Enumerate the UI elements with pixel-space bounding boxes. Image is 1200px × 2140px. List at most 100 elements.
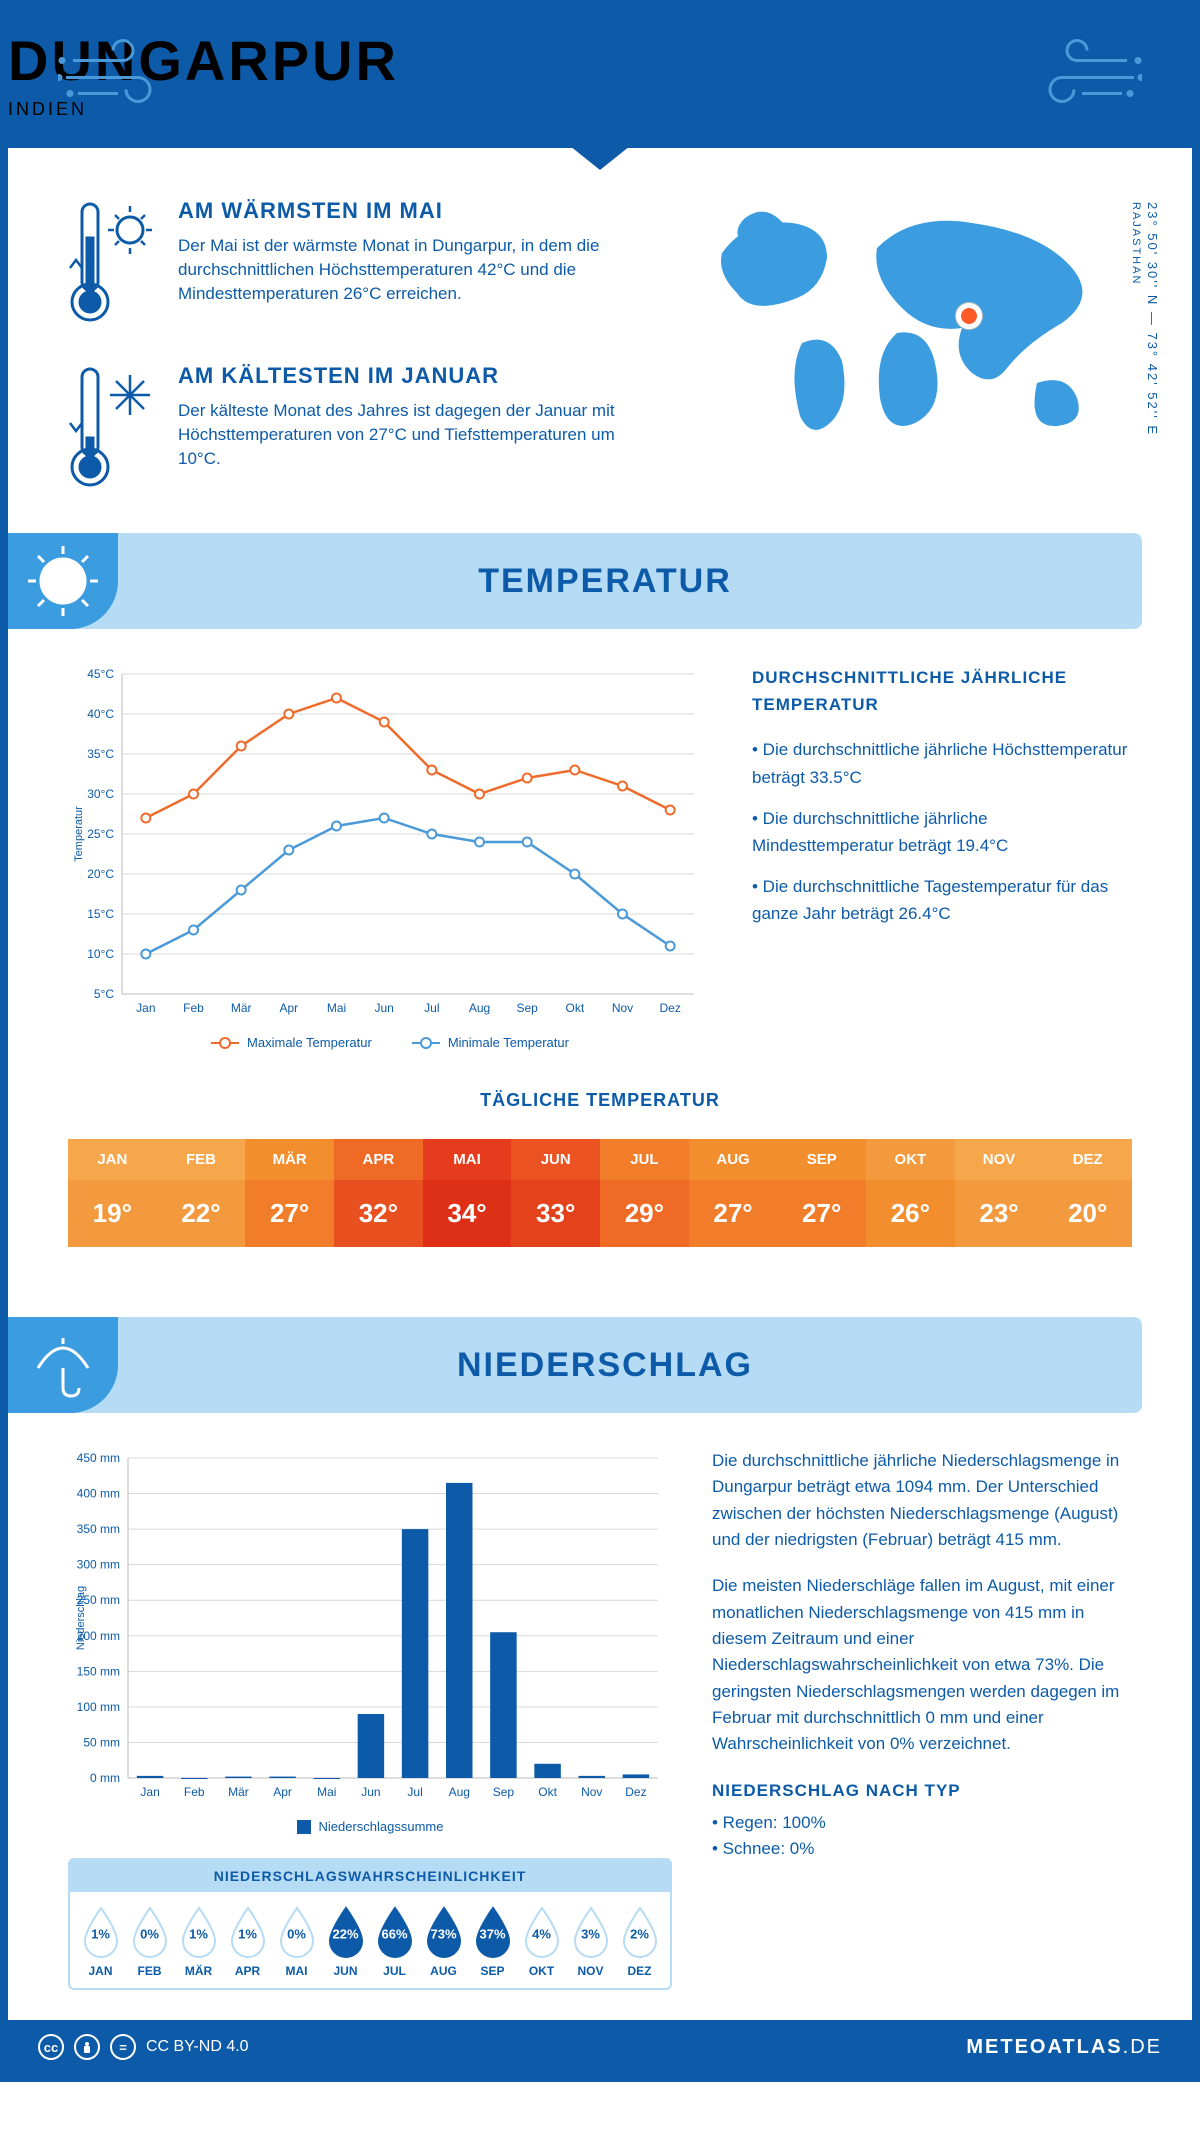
precipitation-probability-box: NIEDERSCHLAGSWAHRSCHEINLICHKEIT 1% JAN 0… <box>68 1858 672 1990</box>
svg-text:Sep: Sep <box>493 1785 515 1799</box>
temperature-chart-svg: 5°C10°C15°C20°C25°C30°C35°C40°C45°CJanFe… <box>68 664 708 1024</box>
raindrop-icon: 66% <box>374 1906 416 1958</box>
daily-temp-value: 26° <box>866 1180 955 1247</box>
daily-temp-value: 20° <box>1043 1180 1132 1247</box>
legend-min: Minimale Temperatur <box>412 1035 569 1050</box>
probability-month: NOV <box>566 1964 615 1978</box>
probability-value: 66% <box>381 1927 407 1942</box>
svg-text:45°C: 45°C <box>87 667 114 681</box>
raindrop-icon: 1% <box>80 1906 122 1958</box>
probability-value: 37% <box>479 1927 505 1942</box>
footer-brand: METEOATLAS.DE <box>966 2036 1162 2059</box>
raindrop-icon: 0% <box>129 1906 171 1958</box>
legend-min-label: Minimale Temperatur <box>448 1035 569 1050</box>
footer: cc = CC BY-ND 4.0 METEOATLAS.DE <box>8 2020 1192 2074</box>
daily-temp-value: 23° <box>955 1180 1044 1247</box>
svg-text:20°C: 20°C <box>87 867 114 881</box>
svg-text:Dez: Dez <box>659 1001 680 1015</box>
daily-temp-month: DEZ <box>1043 1139 1132 1180</box>
precip-type-rain: • Regen: 100% <box>712 1810 1132 1836</box>
raindrop-icon: 3% <box>570 1906 612 1958</box>
coordinates-label: 23° 50' 30'' N — 73° 42' 52'' E <box>1145 202 1160 436</box>
svg-text:400 mm: 400 mm <box>77 1487 120 1501</box>
daily-temp-value: 19° <box>68 1180 157 1247</box>
page-title: DUNGARPUR <box>8 28 1192 93</box>
precip-type-heading: NIEDERSCHLAG NACH TYP <box>712 1778 1132 1804</box>
temperature-notes: DURCHSCHNITTLICHE JÄHRLICHE TEMPERATUR •… <box>752 664 1132 1050</box>
header: DUNGARPUR INDIEN <box>8 8 1192 148</box>
svg-text:Nov: Nov <box>581 1785 602 1799</box>
fact-warm-text: AM WÄRMSTEN IM MAI Der Mai ist der wärms… <box>178 198 662 328</box>
svg-text:Feb: Feb <box>184 1785 205 1799</box>
daily-temp-month: SEP <box>777 1139 866 1180</box>
daily-temp-cell: NOV23° <box>955 1129 1044 1257</box>
probability-cell: 73% AUG <box>419 1906 468 1978</box>
probability-cell: 37% SEP <box>468 1906 517 1978</box>
daily-temp-cell: APR32° <box>334 1129 423 1257</box>
raindrop-icon: 1% <box>227 1906 269 1958</box>
precipitation-text: Die durchschnittliche jährliche Niedersc… <box>712 1448 1132 1990</box>
legend-swatch <box>297 1820 311 1834</box>
probability-cell: 2% DEZ <box>615 1906 664 1978</box>
raindrop-icon: 0% <box>276 1906 318 1958</box>
probability-value: 22% <box>332 1927 358 1942</box>
daily-temp-month: NOV <box>955 1139 1044 1180</box>
svg-text:150 mm: 150 mm <box>77 1664 120 1678</box>
daily-temp-month: MÄR <box>245 1139 334 1180</box>
probability-value: 2% <box>630 1927 649 1942</box>
cc-icon: cc <box>38 2034 64 2060</box>
daily-temp-value: 22° <box>157 1180 246 1247</box>
svg-text:300 mm: 300 mm <box>77 1558 120 1572</box>
daily-temp-cell: SEP27° <box>777 1129 866 1257</box>
probability-value: 1% <box>238 1927 257 1942</box>
svg-text:Jun: Jun <box>374 1001 393 1015</box>
fact-cold-body: Der kälteste Monat des Jahres ist dagege… <box>178 399 662 470</box>
legend-max: Maximale Temperatur <box>211 1035 372 1050</box>
probability-month: MÄR <box>174 1964 223 1978</box>
sun-icon <box>8 533 118 629</box>
wind-icon <box>58 36 168 121</box>
svg-text:Mai: Mai <box>317 1785 336 1799</box>
probability-month: DEZ <box>615 1964 664 1978</box>
precipitation-row: 0 mm50 mm100 mm150 mm200 mm250 mm300 mm3… <box>68 1448 1132 1990</box>
probability-cell: 0% FEB <box>125 1906 174 1978</box>
fact-warmest: AM WÄRMSTEN IM MAI Der Mai ist der wärms… <box>68 198 662 328</box>
svg-text:Apr: Apr <box>279 1001 298 1015</box>
svg-text:Jul: Jul <box>407 1785 422 1799</box>
daily-temp-cell: FEB22° <box>157 1129 246 1257</box>
brand-name: METEOATLAS <box>966 2036 1122 2058</box>
daily-temp-cell: JUN33° <box>511 1129 600 1257</box>
svg-text:Mär: Mär <box>228 1785 249 1799</box>
svg-text:Okt: Okt <box>538 1785 557 1799</box>
probability-value: 0% <box>140 1927 159 1942</box>
svg-text:40°C: 40°C <box>87 707 114 721</box>
probability-value: 0% <box>287 1927 306 1942</box>
daily-temp-cell: DEZ20° <box>1043 1129 1132 1257</box>
thermometer-cold-icon <box>68 363 158 493</box>
world-map-block: 23° 50' 30'' N — 73° 42' 52'' E RAJASTHA… <box>692 198 1132 493</box>
fact-cold-text: AM KÄLTESTEN IM JANUAR Der kälteste Mona… <box>178 363 662 493</box>
umbrella-icon <box>8 1317 118 1413</box>
daily-temp-month: APR <box>334 1139 423 1180</box>
svg-text:350 mm: 350 mm <box>77 1522 120 1536</box>
raindrop-icon: 22% <box>325 1906 367 1958</box>
probability-month: AUG <box>419 1964 468 1978</box>
svg-text:Aug: Aug <box>469 1001 490 1015</box>
probability-month: OKT <box>517 1964 566 1978</box>
temperature-legend: Maximale Temperatur Minimale Temperatur <box>68 1035 712 1050</box>
svg-text:Feb: Feb <box>183 1001 204 1015</box>
svg-text:100 mm: 100 mm <box>77 1700 120 1714</box>
daily-temp-cell: MÄR27° <box>245 1129 334 1257</box>
top-row: AM WÄRMSTEN IM MAI Der Mai ist der wärms… <box>68 198 1132 493</box>
probability-month: APR <box>223 1964 272 1978</box>
probability-month: JUL <box>370 1964 419 1978</box>
daily-temp-month: JUL <box>600 1139 689 1180</box>
svg-text:Apr: Apr <box>273 1785 292 1799</box>
daily-temp-month: JAN <box>68 1139 157 1180</box>
svg-text:Jun: Jun <box>361 1785 380 1799</box>
page-subtitle: INDIEN <box>8 99 1192 120</box>
probability-value: 1% <box>189 1927 208 1942</box>
probability-cell: 1% APR <box>223 1906 272 1978</box>
daily-temp-cell: OKT26° <box>866 1129 955 1257</box>
probability-month: FEB <box>125 1964 174 1978</box>
